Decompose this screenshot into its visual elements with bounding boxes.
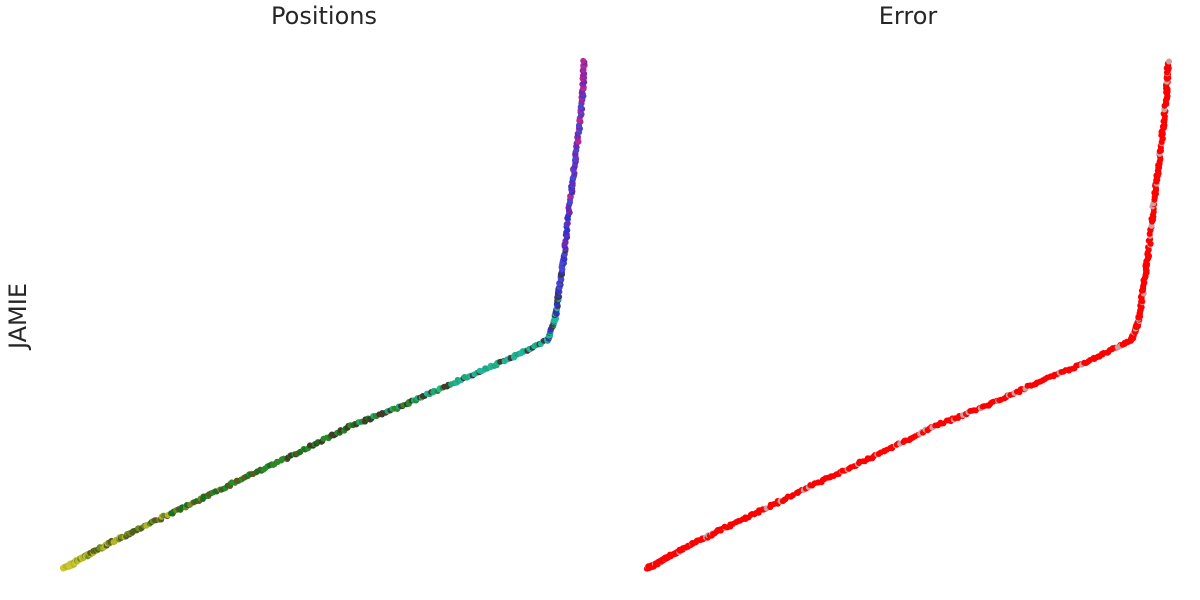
positions-plot xyxy=(59,57,588,572)
positions-chart-title: Positions xyxy=(271,2,377,30)
error-point xyxy=(1166,58,1172,65)
positions-point xyxy=(580,57,587,64)
error-chart-title: Error xyxy=(878,2,938,30)
error-plot xyxy=(643,58,1172,572)
